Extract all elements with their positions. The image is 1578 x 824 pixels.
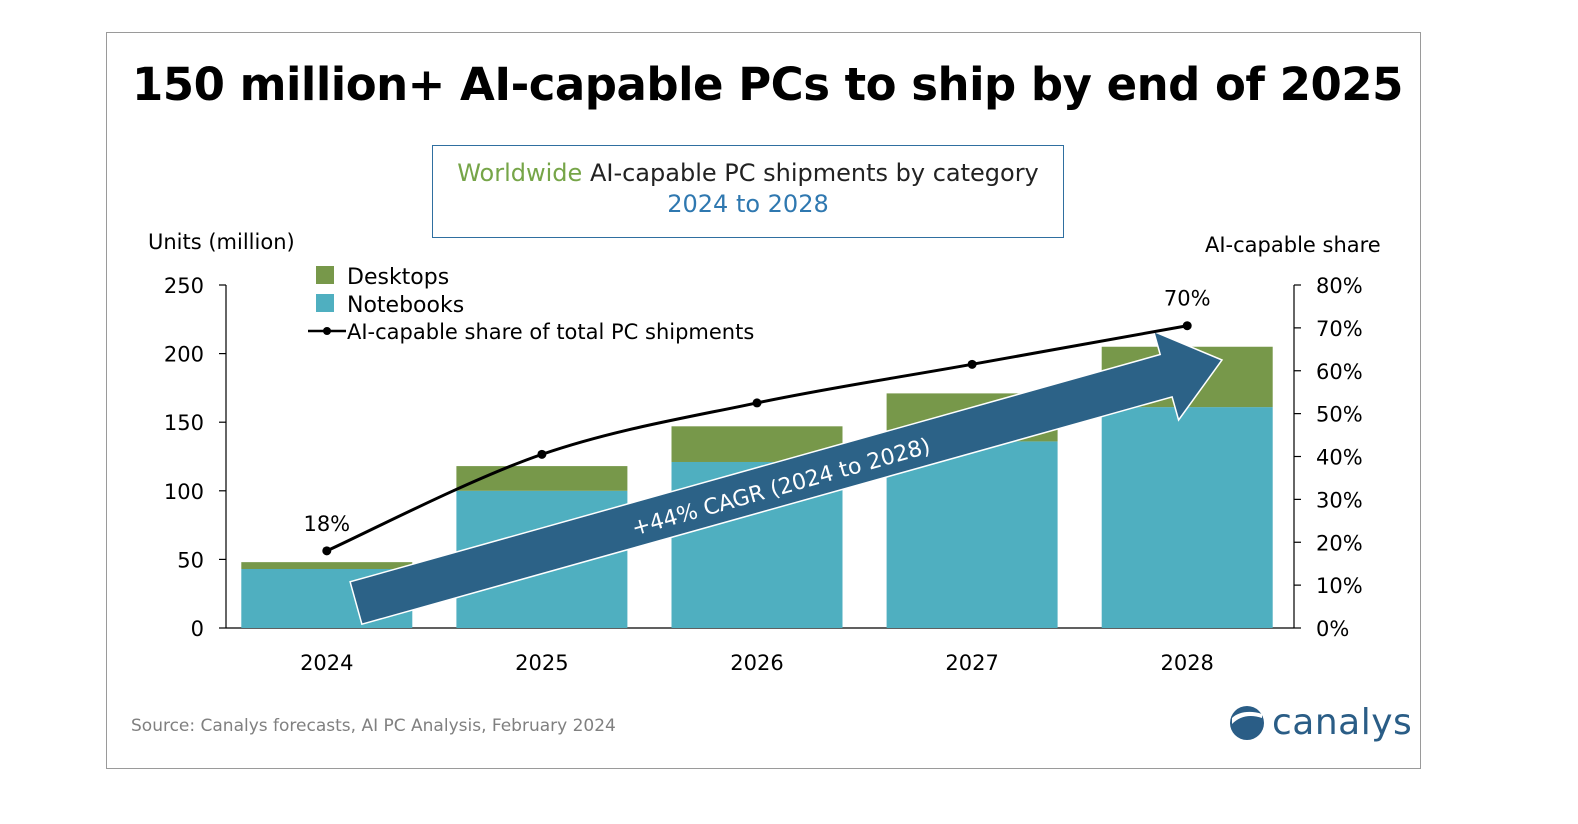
legend-label-desktops: Desktops <box>347 265 449 290</box>
subtitle-worldwide: Worldwide <box>457 159 583 187</box>
y2-tick-label: 80% <box>1316 274 1363 298</box>
y2-tick-label: 70% <box>1316 317 1363 341</box>
share-point-2028 <box>1182 321 1192 331</box>
logo-text: canalys <box>1272 702 1413 743</box>
bar-notebooks-2028 <box>1101 407 1273 628</box>
y-tick-label: 150 <box>164 411 204 435</box>
share-point-2025 <box>537 449 547 459</box>
subtitle-line-2: 2024 to 2028 <box>667 190 829 218</box>
subtitle-text: AI-capable PC shipments by category <box>589 159 1039 187</box>
y-tick-label: 0 <box>191 617 204 641</box>
legend-label-share: AI-capable share of total PC shipments <box>347 320 754 344</box>
y2-tick-label: 20% <box>1316 531 1363 555</box>
chart-subtitle-box: Worldwide AI-capable PC shipments by cat… <box>432 145 1064 238</box>
y-tick-label: 100 <box>164 480 204 504</box>
y2-tick-label: 10% <box>1316 574 1363 598</box>
x-tick-label: 2027 <box>945 651 998 675</box>
share-point-2027 <box>967 359 977 369</box>
x-tick-label: 2028 <box>1160 651 1213 675</box>
y2-tick-label: 30% <box>1316 488 1363 512</box>
y-tick-label: 50 <box>177 548 204 572</box>
y-tick-label: 250 <box>164 274 204 298</box>
subtitle-line-1: Worldwide AI-capable PC shipments by cat… <box>433 158 1063 189</box>
legend-swatch-desktops <box>316 266 334 284</box>
y2-tick-label: 50% <box>1316 403 1363 427</box>
x-tick-label: 2024 <box>300 651 353 675</box>
share-data-label-2028: 70% <box>1164 287 1211 311</box>
legend-marker-share <box>323 327 331 335</box>
canalys-logo: canalys <box>1228 702 1412 743</box>
legend-label-notebooks: Notebooks <box>347 293 464 318</box>
legend-swatch-notebooks <box>316 294 334 312</box>
bar-desktops-2025 <box>456 466 628 491</box>
share-data-label-2024: 18% <box>303 512 350 536</box>
x-tick-label: 2025 <box>515 651 568 675</box>
canalys-logo-icon <box>1230 705 1264 740</box>
bar-notebooks-2027 <box>886 441 1058 628</box>
page-title: 150 million+ AI-capable PCs to ship by e… <box>132 58 1403 111</box>
y2-tick-label: 40% <box>1316 446 1363 470</box>
y-axis-title: Units (million) <box>148 230 295 254</box>
cagr-arrow <box>349 330 1224 626</box>
y-tick-label: 200 <box>164 343 204 367</box>
y2-axis-title: AI-capable share <box>1205 233 1381 257</box>
share-point-2026 <box>752 398 762 408</box>
source-note: Source: Canalys forecasts, AI PC Analysi… <box>131 716 616 736</box>
y2-tick-label: 0% <box>1316 617 1349 641</box>
share-point-2024 <box>322 546 332 556</box>
x-tick-label: 2026 <box>730 651 783 675</box>
bar-desktops-2024 <box>241 562 413 570</box>
y2-tick-label: 60% <box>1316 360 1363 384</box>
